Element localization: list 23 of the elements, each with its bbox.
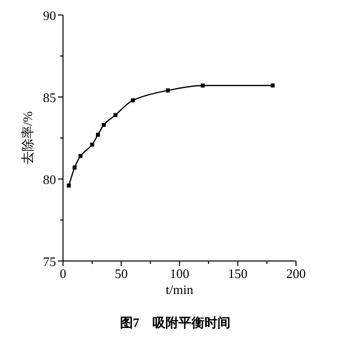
point [130, 98, 135, 102]
point [90, 142, 94, 147]
y-tick-label: 80 [43, 172, 56, 187]
point [200, 84, 205, 88]
x-tick-label: 150 [228, 266, 248, 281]
x-axis-title: t/min [166, 282, 194, 297]
point [78, 154, 82, 158]
point [102, 122, 106, 127]
point [270, 84, 275, 88]
x-tick-label: 0 [60, 266, 66, 281]
point [166, 88, 170, 92]
point [96, 132, 100, 137]
point [66, 184, 71, 188]
y-tick-label: 90 [43, 8, 56, 23]
y-axis-title: 去除率/% [20, 111, 35, 165]
point [113, 113, 118, 118]
x-tick-label: 100 [170, 266, 190, 281]
x-tick-label: 200 [286, 266, 306, 281]
y-tick-label: 75 [43, 254, 56, 269]
x-tick-label: 50 [114, 266, 128, 281]
text: 图7 吸附平衡时间 [120, 315, 230, 330]
point [72, 166, 77, 170]
y-tick-label: 85 [43, 90, 56, 105]
